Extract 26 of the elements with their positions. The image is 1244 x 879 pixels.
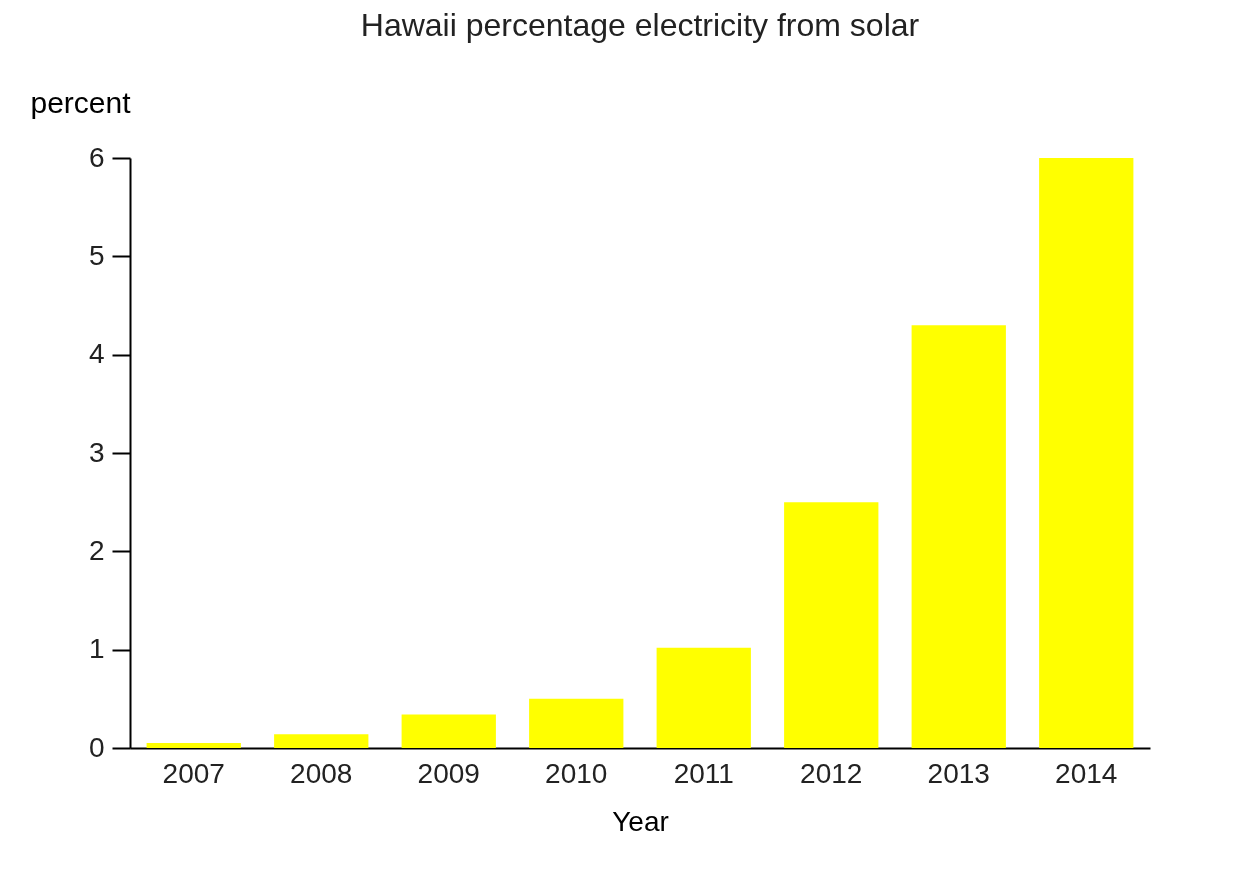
bar — [656, 647, 751, 748]
bar — [1039, 158, 1134, 748]
x-tick-label: 2010 — [545, 757, 608, 789]
y-tick-label: 0 — [88, 731, 105, 763]
bar — [274, 734, 369, 748]
y-tick-label: 5 — [88, 239, 105, 271]
x-tick-label: 2007 — [162, 757, 225, 789]
y-tick-label: 1 — [88, 633, 105, 665]
x-tick-label: 2011 — [673, 757, 734, 789]
bar — [529, 698, 624, 748]
bar — [911, 325, 1006, 748]
x-axis-title: Year — [612, 805, 669, 837]
chart-title: Hawaii percentage electricity from solar — [360, 7, 920, 43]
x-tick-label: 2013 — [927, 757, 990, 789]
y-tick-label: 6 — [88, 141, 105, 173]
x-tick-label: 2014 — [1055, 757, 1118, 789]
bar — [401, 714, 496, 748]
x-tick-label: 2012 — [800, 757, 863, 789]
x-tick-label: 2008 — [290, 757, 353, 789]
x-tick-label: 2009 — [417, 757, 480, 789]
bar — [784, 502, 879, 748]
y-axis-title: percent — [30, 85, 132, 119]
y-tick-label: 3 — [88, 436, 105, 468]
y-tick-label: 4 — [88, 338, 105, 370]
bar — [146, 743, 241, 748]
y-tick-label: 2 — [88, 534, 105, 566]
